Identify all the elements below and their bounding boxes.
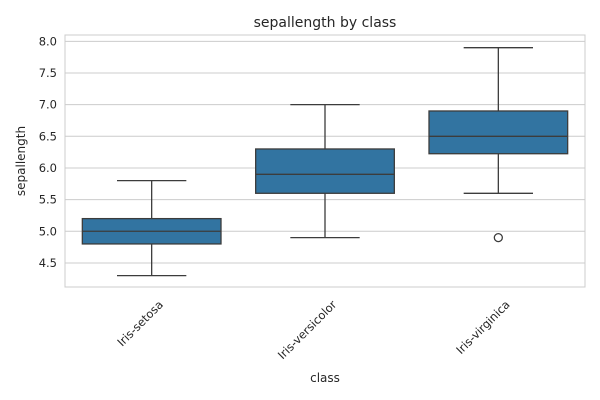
y-axis-label: sepallength	[14, 126, 28, 196]
y-tick-label: 8.0	[39, 34, 57, 48]
y-tick-label: 6.5	[39, 129, 57, 143]
box-0	[81, 179, 222, 277]
boxes	[81, 47, 569, 277]
box-1	[255, 103, 395, 239]
outlier-point	[493, 232, 503, 243]
box-2	[428, 47, 569, 243]
y-tick-label: 5.0	[39, 224, 57, 238]
x-tick-labels: Iris-setosa Iris-versicolor Iris-virginica	[114, 297, 512, 362]
y-tick-label: 6.0	[39, 161, 57, 175]
y-tick-label: 4.5	[39, 256, 57, 270]
y-tick-label: 5.5	[39, 193, 57, 207]
x-tick-label: Iris-versicolor	[275, 297, 340, 362]
x-axis-label: class	[310, 371, 340, 385]
iqr-box	[428, 110, 569, 155]
x-tick-label: Iris-virginica	[453, 297, 512, 356]
iqr-box	[255, 148, 395, 194]
y-tick-labels: 4.5 5.0 5.5 6.0 6.5 7.0 7.5 8.0	[39, 34, 57, 270]
x-tick-label: Iris-setosa	[114, 297, 166, 349]
y-tick-label: 7.5	[39, 66, 57, 80]
plot-area-frame	[64, 34, 586, 288]
y-tick-label: 7.0	[39, 98, 57, 112]
chart-title: sepallength by class	[254, 15, 397, 31]
